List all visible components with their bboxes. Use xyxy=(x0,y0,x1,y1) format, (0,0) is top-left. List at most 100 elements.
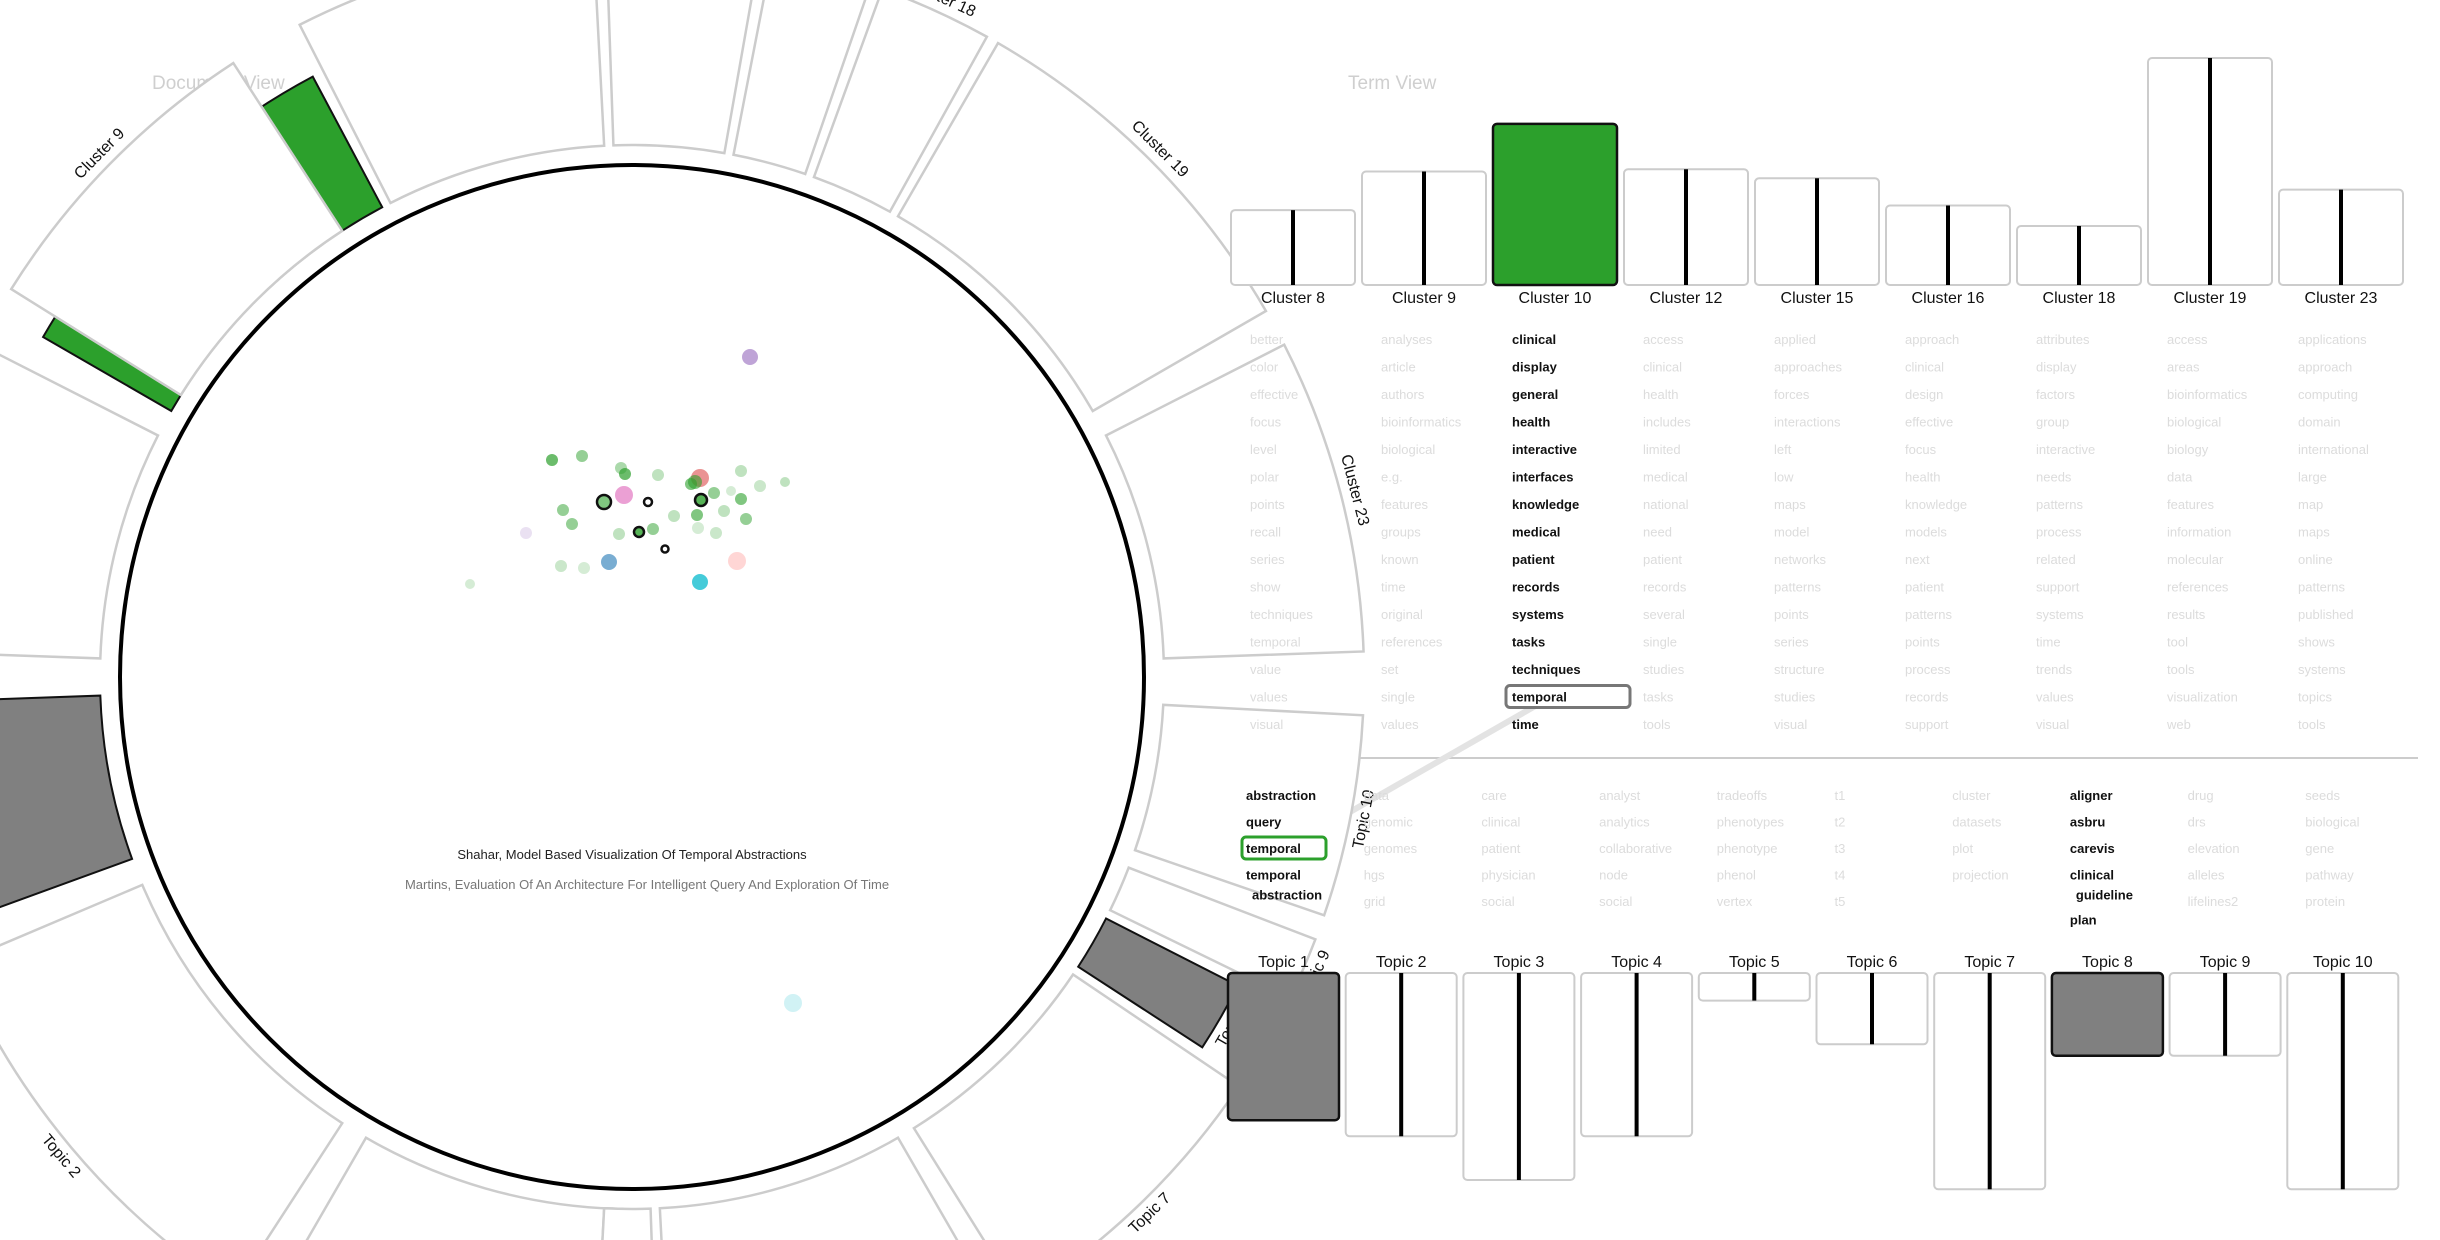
term-item[interactable]: maps xyxy=(2298,525,2330,540)
term-item[interactable]: aligner xyxy=(2070,788,2113,803)
document-point[interactable] xyxy=(685,478,697,490)
document-point[interactable] xyxy=(520,527,532,539)
term-item[interactable]: molecular xyxy=(2167,552,2224,567)
cluster-segment-cluster-12[interactable]: Cluster 12 xyxy=(297,0,606,205)
term-item[interactable]: published xyxy=(2298,607,2354,622)
term-item[interactable]: abstraction xyxy=(1246,788,1316,803)
cluster-segment-cluster-18[interactable]: Cluster 18 xyxy=(812,0,989,214)
term-item[interactable]: visual xyxy=(1250,717,1283,732)
document-point[interactable] xyxy=(691,509,703,521)
term-item[interactable]: online xyxy=(2298,552,2333,567)
term-item[interactable]: medical xyxy=(1643,470,1688,485)
term-item[interactable]: health xyxy=(1512,415,1550,430)
term-item[interactable]: authors xyxy=(1381,387,1425,402)
term-item[interactable]: design xyxy=(1905,387,1943,402)
term-topic-bar-topic-10[interactable]: Topic 10 xyxy=(2286,954,2400,1191)
term-item[interactable]: structure xyxy=(1774,662,1825,677)
document-point[interactable] xyxy=(726,486,736,496)
term-item[interactable]: clinical xyxy=(1905,360,1944,375)
term-item[interactable]: health xyxy=(1643,387,1678,402)
term-item[interactable]: time xyxy=(1512,717,1539,732)
document-point[interactable] xyxy=(708,487,720,499)
term-item[interactable]: patient xyxy=(1905,580,1944,595)
term-item[interactable]: patterns xyxy=(2298,580,2345,595)
document-point[interactable] xyxy=(692,522,704,534)
term-item[interactable]: alleles xyxy=(2188,868,2225,883)
term-item[interactable]: needs xyxy=(2036,470,2072,485)
term-item[interactable]: records xyxy=(1512,580,1560,595)
term-topic-bar-topic-5[interactable]: Topic 5 xyxy=(1697,954,1811,1002)
term-item[interactable]: display xyxy=(2036,360,2077,375)
term-item[interactable]: temporal xyxy=(1512,690,1567,705)
term-item[interactable]: records xyxy=(1643,580,1687,595)
term-item[interactable]: asbru xyxy=(2070,815,2105,830)
term-item[interactable]: international xyxy=(2298,442,2369,457)
term-cluster-bar-cluster-10[interactable]: Cluster 10 xyxy=(1491,122,1619,307)
term-item[interactable]: medical xyxy=(1512,525,1560,540)
term-item[interactable]: t5 xyxy=(1835,894,1846,909)
term-item[interactable]: plan xyxy=(2070,913,2097,928)
term-item[interactable]: node xyxy=(1599,868,1628,883)
term-item[interactable]: tasks xyxy=(1643,690,1674,705)
term-item[interactable]: temporal xyxy=(1246,841,1301,856)
topic-segment-topic-2[interactable]: Topic 2 xyxy=(0,883,344,1240)
term-item[interactable]: low xyxy=(1774,470,1794,485)
term-item[interactable]: known xyxy=(1381,552,1419,567)
term-item[interactable]: related xyxy=(2036,552,2076,567)
term-item[interactable]: grid xyxy=(1364,894,1386,909)
term-item[interactable]: clinical xyxy=(1512,332,1556,347)
term-item[interactable]: map xyxy=(2298,497,2323,512)
term-item[interactable]: projection xyxy=(1952,868,2008,883)
term-item[interactable]: datasets xyxy=(1952,815,2002,830)
term-item[interactable]: show xyxy=(1250,580,1281,595)
term-item[interactable]: studies xyxy=(1774,690,1816,705)
term-cluster-bar-cluster-19[interactable]: Cluster 19 xyxy=(2147,57,2273,307)
term-item[interactable]: trends xyxy=(2036,662,2073,677)
term-item[interactable]: social xyxy=(1599,894,1632,909)
term-item[interactable]: left xyxy=(1774,442,1792,457)
term-item[interactable]: focus xyxy=(1250,415,1282,430)
term-item[interactable]: several xyxy=(1643,607,1685,622)
document-point[interactable] xyxy=(718,505,730,517)
document-point[interactable] xyxy=(735,493,747,505)
document-point[interactable] xyxy=(780,477,790,487)
term-item[interactable]: access xyxy=(1643,332,1684,347)
term-item[interactable]: t4 xyxy=(1835,868,1846,883)
term-item[interactable]: process xyxy=(1905,662,1951,677)
term-item[interactable]: seeds xyxy=(2305,788,2340,803)
term-item[interactable]: temporal xyxy=(1246,868,1301,883)
term-item[interactable]: records xyxy=(1905,690,1949,705)
term-item[interactable]: genomic xyxy=(1364,815,1414,830)
term-item[interactable]: biological xyxy=(2305,815,2359,830)
term-item[interactable]: networks xyxy=(1774,552,1827,567)
term-item[interactable]: biological xyxy=(2167,415,2221,430)
term-item[interactable]: techniques xyxy=(1512,662,1581,677)
term-item[interactable]: phenotype xyxy=(1717,841,1778,856)
term-item[interactable]: national xyxy=(1643,497,1689,512)
term-item[interactable]: elevation xyxy=(2188,841,2240,856)
term-item[interactable]: models xyxy=(1905,525,1947,540)
document-point[interactable] xyxy=(692,574,708,590)
term-item[interactable]: domain xyxy=(2298,415,2341,430)
term-item[interactable]: clinical xyxy=(2070,868,2114,883)
document-point[interactable] xyxy=(632,525,646,539)
term-topic-bar-topic-2[interactable]: Topic 2 xyxy=(1344,954,1458,1138)
term-item[interactable]: query xyxy=(1246,815,1282,830)
document-point[interactable] xyxy=(693,492,709,508)
document-point[interactable] xyxy=(557,504,569,516)
term-item[interactable]: level xyxy=(1250,442,1277,457)
term-item[interactable]: carevis xyxy=(2070,841,2115,856)
term-topic-bar-topic-4[interactable]: Topic 4 xyxy=(1580,954,1694,1138)
term-item[interactable]: approach xyxy=(1905,332,1959,347)
document-point[interactable] xyxy=(613,528,625,540)
term-item[interactable]: values xyxy=(2036,690,2074,705)
term-item[interactable]: applied xyxy=(1774,332,1816,347)
term-item[interactable]: plot xyxy=(1952,841,1973,856)
term-item[interactable]: series xyxy=(1250,552,1285,567)
term-item[interactable]: physician xyxy=(1481,868,1535,883)
term-item[interactable]: topics xyxy=(2298,690,2332,705)
term-item[interactable]: t1 xyxy=(1835,788,1846,803)
term-item[interactable]: time xyxy=(1381,580,1406,595)
term-item[interactable]: value xyxy=(1250,662,1281,677)
term-item[interactable]: need xyxy=(1643,525,1672,540)
